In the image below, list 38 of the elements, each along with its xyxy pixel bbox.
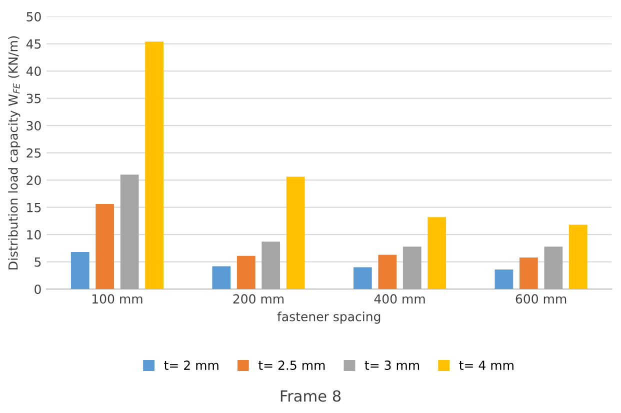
legend-label: t= 3 mm bbox=[364, 360, 420, 370]
x-axis-title: fastener spacing bbox=[277, 312, 380, 324]
bar bbox=[494, 269, 514, 290]
bar bbox=[120, 174, 139, 290]
bar bbox=[520, 257, 538, 290]
y-axis-title: Distribution load capacity W$_{FE}$ (KN/m) bbox=[8, 36, 20, 270]
y-tick-label: 20 bbox=[26, 176, 41, 185]
legend-label: t= 2.5 mm bbox=[258, 360, 325, 370]
y-tick-label: 35 bbox=[26, 94, 41, 104]
bar bbox=[378, 254, 397, 290]
y-tick-label: 30 bbox=[26, 121, 41, 130]
y-tick-label: 50 bbox=[26, 12, 41, 22]
y-tick-label: 0 bbox=[34, 284, 41, 294]
bar bbox=[544, 246, 563, 290]
bar bbox=[568, 224, 588, 290]
bar bbox=[96, 204, 114, 290]
bar bbox=[428, 217, 446, 290]
y-tick-label: 15 bbox=[27, 202, 41, 212]
y-tick-label: 5 bbox=[34, 257, 41, 267]
bar bbox=[236, 256, 256, 290]
text: Frame 8 bbox=[280, 390, 341, 402]
legend-label: t= 2 mm bbox=[164, 360, 218, 370]
y-tick-label: 40 bbox=[26, 66, 41, 76]
bar bbox=[70, 252, 90, 290]
x-tick-label: 400 mm bbox=[374, 294, 425, 304]
legend-label: t= 4 mm bbox=[459, 360, 514, 370]
x-tick-label: 200 mm bbox=[233, 294, 284, 304]
x-tick-label: 600 mm bbox=[516, 294, 566, 304]
y-tick-label: 10 bbox=[27, 230, 41, 240]
bar bbox=[145, 42, 164, 290]
x-tick-label: 100 mm bbox=[92, 294, 142, 304]
y-tick-label: 25 bbox=[26, 148, 41, 158]
bar bbox=[354, 267, 372, 290]
bar bbox=[286, 176, 305, 290]
bar bbox=[262, 242, 280, 290]
bar bbox=[212, 266, 231, 290]
y-tick-label: 45 bbox=[26, 39, 41, 49]
bar bbox=[402, 246, 422, 290]
